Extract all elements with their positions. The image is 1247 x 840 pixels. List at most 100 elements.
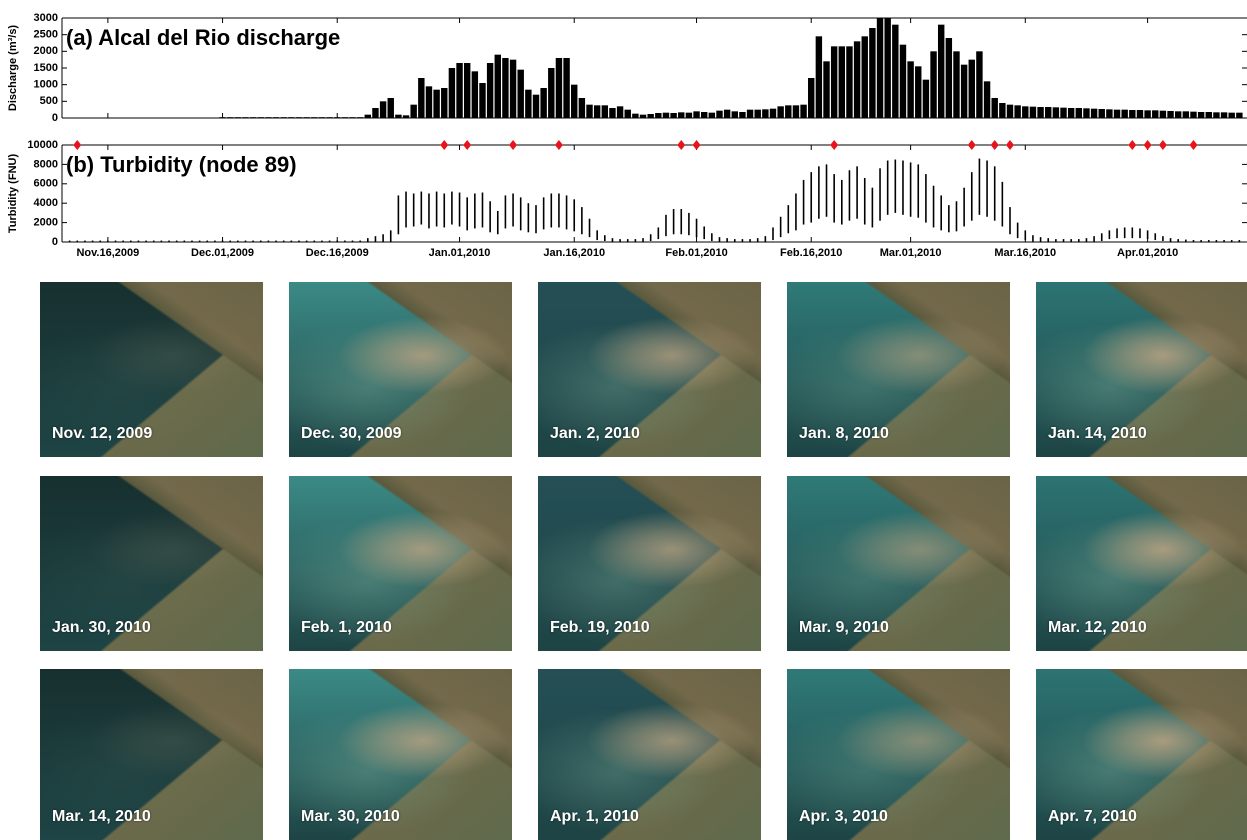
bar (196, 118, 202, 119)
bar (969, 60, 975, 118)
bar (449, 68, 455, 118)
chart-title: (b) Turbidity (node 89) (66, 152, 297, 177)
y-tick-label: 2000 (34, 217, 58, 229)
y-tick-label: 10000 (27, 139, 58, 151)
bar (556, 58, 562, 118)
x-tick-label: Feb.01,2010 (665, 247, 727, 259)
bar (640, 115, 646, 118)
bar (785, 105, 791, 118)
satellite-image: Feb. 1, 2010 (289, 476, 512, 651)
image-label: Jan. 14, 2010 (1048, 425, 1147, 443)
bar (1121, 110, 1127, 118)
satellite-image: Apr. 1, 2010 (538, 669, 761, 840)
bar (770, 109, 776, 118)
bar (1228, 113, 1234, 118)
bar (235, 117, 241, 118)
bar (464, 63, 470, 118)
bar (663, 113, 669, 118)
image-date-marker (677, 140, 685, 150)
image-date-marker (968, 140, 976, 150)
bar (135, 118, 141, 119)
bar (265, 117, 271, 118)
bar (112, 118, 118, 119)
bar (1022, 106, 1028, 118)
bar (800, 105, 806, 118)
image-label: Mar. 12, 2010 (1048, 619, 1147, 637)
bar (1236, 113, 1242, 118)
bar (563, 58, 569, 118)
x-tick-label: Mar.01,2010 (880, 247, 942, 259)
bar (999, 103, 1005, 118)
bar (456, 63, 462, 118)
bar (823, 61, 829, 118)
bar (380, 101, 386, 118)
image-date-marker (73, 140, 81, 150)
bar (1106, 109, 1112, 118)
bar (250, 117, 256, 118)
bar (97, 118, 103, 119)
x-tick-label: Feb.16,2010 (780, 247, 842, 259)
bar (158, 118, 164, 119)
bar (181, 118, 187, 119)
satellite-image: Mar. 30, 2010 (289, 669, 512, 840)
y-tick-label: 3000 (34, 12, 58, 24)
bar (296, 117, 302, 118)
bar (1076, 108, 1082, 118)
satellite-image: Jan. 14, 2010 (1036, 282, 1247, 457)
bar (1099, 109, 1105, 118)
y-tick-label: 2500 (34, 29, 58, 41)
y-tick-label: 4000 (34, 197, 58, 209)
bar (854, 41, 860, 118)
bar (930, 51, 936, 118)
chart-title: (a) Alcal del Rio discharge (66, 25, 340, 50)
y-tick-label: 2000 (34, 45, 58, 57)
x-tick-label: Mar.16,2010 (994, 247, 1056, 259)
x-tick-label: Dec.01,2009 (191, 247, 254, 259)
bar (846, 46, 852, 118)
image-label: Jan. 30, 2010 (52, 619, 151, 637)
y-tick-label: 0 (52, 112, 58, 124)
bar (869, 28, 875, 118)
bar (540, 88, 546, 118)
bar (907, 61, 913, 118)
bar (609, 108, 615, 118)
satellite-image: Jan. 8, 2010 (787, 282, 1010, 457)
bar (502, 58, 508, 118)
bar (105, 118, 111, 119)
bar (212, 118, 218, 119)
bar (66, 118, 72, 119)
bar (273, 117, 279, 118)
bar (151, 118, 157, 119)
bar (227, 117, 233, 118)
image-date-marker (509, 140, 517, 150)
bar (777, 106, 783, 118)
satellite-image: Mar. 9, 2010 (787, 476, 1010, 651)
bar (189, 118, 195, 119)
satellite-image: Jan. 2, 2010 (538, 282, 761, 457)
bar (946, 38, 952, 118)
bar (258, 117, 264, 118)
bar (571, 85, 577, 118)
bar (923, 80, 929, 118)
bar (892, 25, 898, 118)
bar (739, 112, 745, 118)
bar (1221, 112, 1227, 118)
bar (900, 45, 906, 118)
bar (403, 115, 409, 118)
bar (1129, 110, 1135, 118)
image-label: Jan. 2, 2010 (550, 425, 640, 443)
bar (632, 114, 638, 118)
bar (1030, 107, 1036, 118)
bar (120, 118, 126, 119)
bar (166, 118, 172, 119)
bar (311, 117, 317, 118)
bar (732, 111, 738, 118)
satellite-image: Nov. 12, 2009 (40, 282, 263, 457)
bar (303, 117, 309, 118)
satellite-image: Apr. 3, 2010 (787, 669, 1010, 840)
bar (647, 114, 653, 118)
bar (1144, 110, 1150, 118)
image-date-marker (1144, 140, 1152, 150)
bar (548, 68, 554, 118)
